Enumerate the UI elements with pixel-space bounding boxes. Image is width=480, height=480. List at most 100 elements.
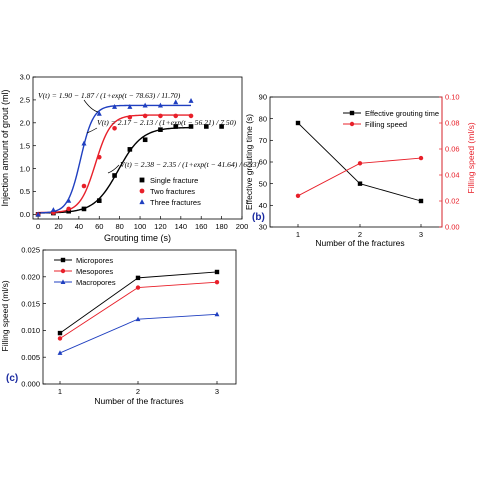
data-point	[188, 98, 194, 103]
panel-label: (b)	[252, 212, 265, 223]
data-point	[142, 102, 148, 108]
y-tick-label: 0.0	[20, 210, 30, 219]
series-2	[35, 98, 194, 217]
y-tick-label: 40	[259, 201, 267, 210]
data-point	[127, 115, 133, 120]
y-tick-label: 90	[259, 93, 267, 102]
legend-label: Two fractures	[150, 187, 195, 196]
data-point	[127, 104, 133, 109]
data-point	[50, 207, 56, 212]
equation-eq3: V(t) = 1.90 − 1.87 / (1+exp(t − 78.63) /…	[38, 91, 181, 100]
y-right-tick-label: 0.06	[445, 145, 460, 154]
panel-label: (c)	[6, 373, 18, 384]
y-tick-label: 1.0	[20, 164, 30, 173]
data-point	[96, 154, 102, 160]
series-1	[57, 279, 220, 341]
y-tick-label: 0.005	[21, 353, 40, 362]
data-point	[173, 113, 179, 119]
legend-label: Three fractures	[150, 198, 201, 207]
data-point	[142, 137, 148, 143]
legend-marker	[349, 110, 355, 116]
x-tick-label: 80	[115, 222, 123, 231]
data-point	[158, 127, 163, 132]
panel-b: 30 40 50 60 70 80 90 0.00 0.02 0.04 0.06 0.08 0.10 1 2…	[244, 93, 476, 248]
legend-label: Filling speed	[365, 120, 407, 129]
data-point	[214, 279, 220, 285]
y-tick-label: 2.5	[20, 96, 30, 105]
y-axis-label: Effective grouting time (s)	[244, 114, 254, 210]
legend-marker	[139, 188, 145, 194]
y-tick-label: 50	[259, 179, 267, 188]
data-point	[127, 147, 133, 152]
legend-marker	[349, 121, 355, 127]
y-tick-label: 70	[259, 136, 267, 145]
y-right-tick-label: 0.10	[445, 93, 460, 102]
data-point	[57, 350, 63, 355]
y-axis-label: Injection amount of grout (ml)	[0, 89, 10, 206]
data-point	[157, 102, 163, 108]
y-tick-label: 0.025	[21, 246, 40, 255]
data-point	[173, 124, 179, 129]
equation-arrow	[83, 99, 99, 113]
x-tick-label: 200	[236, 222, 249, 231]
data-point	[173, 99, 179, 105]
series-2	[57, 311, 220, 355]
legend-marker	[139, 199, 145, 205]
y-right-tick-label: 0.02	[445, 197, 460, 206]
y-tick-label: 2.0	[20, 119, 30, 128]
y-axis-label: Filling speed (ml/s)	[0, 280, 10, 351]
equation-eq2: V(t) = 2.17 − 2.13 / (1+exp(t − 56.21) /…	[97, 118, 236, 127]
y-right-tick-label: 0.08	[445, 119, 460, 128]
y-tick-label: 80	[259, 114, 267, 123]
x-tick-label: 0	[36, 222, 40, 231]
y-tick-label: 0.015	[21, 299, 40, 308]
equation-arrow	[86, 127, 98, 134]
x-tick-label: 3	[419, 230, 423, 239]
data-point	[135, 316, 141, 322]
panel-c: 0.000 0.005 0.010 0.015 0.020 0.025 1 2 3 Number …	[0, 246, 237, 406]
series-0	[57, 269, 220, 336]
y-tick-label: 0.010	[21, 326, 40, 335]
y-tick-label: 60	[259, 158, 267, 167]
plot-frame	[32, 76, 243, 220]
y-tick-label: 30	[259, 223, 267, 232]
data-point	[418, 198, 424, 204]
x-tick-label: 140	[175, 222, 188, 231]
y-tick-label: 3.0	[20, 73, 30, 82]
data-point	[57, 330, 63, 336]
legend-label: Macropores	[76, 278, 116, 287]
x-tick-label: 160	[195, 222, 208, 231]
legend-marker	[139, 177, 145, 183]
panel-a: 0 20 40 60 80 100 120 140 160 180 200 0.0 0.5 1.0 1.5 2…	[0, 73, 259, 243]
data-point	[188, 113, 194, 119]
series-1	[295, 155, 424, 198]
data-point	[188, 124, 194, 129]
x-axis-label: Number of the fractures	[94, 396, 183, 406]
equation-arrow	[107, 164, 120, 174]
legend-marker	[60, 279, 66, 284]
data-point	[357, 161, 363, 166]
x-axis-label: Grouting time (s)	[104, 233, 171, 243]
data-point	[96, 110, 102, 116]
equation-eq1: V(t) = 2.38 − 2.35 / (1+exp(t − 41.64) /…	[120, 160, 259, 169]
data-point	[357, 181, 363, 186]
data-point	[158, 113, 163, 119]
plot-frame	[42, 249, 237, 385]
x-tick-label: 2	[136, 387, 140, 396]
data-point	[35, 211, 41, 217]
x-tick-label: 20	[54, 222, 62, 231]
x-tick-label: 1	[58, 387, 62, 396]
data-point	[418, 155, 424, 161]
x-tick-label: 2	[358, 230, 362, 239]
data-point	[81, 183, 87, 189]
data-point	[96, 198, 102, 203]
data-point	[135, 275, 141, 281]
x-tick-label: 3	[215, 387, 219, 396]
y-tick-label: 0.020	[21, 273, 40, 282]
data-point	[57, 336, 63, 341]
y-right-tick-label: 0.04	[445, 171, 460, 180]
data-point	[204, 124, 209, 129]
legend-marker	[60, 268, 66, 274]
y-right-axis-label: Filling speed (ml/s)	[466, 122, 476, 193]
x-tick-label: 100	[134, 222, 147, 231]
